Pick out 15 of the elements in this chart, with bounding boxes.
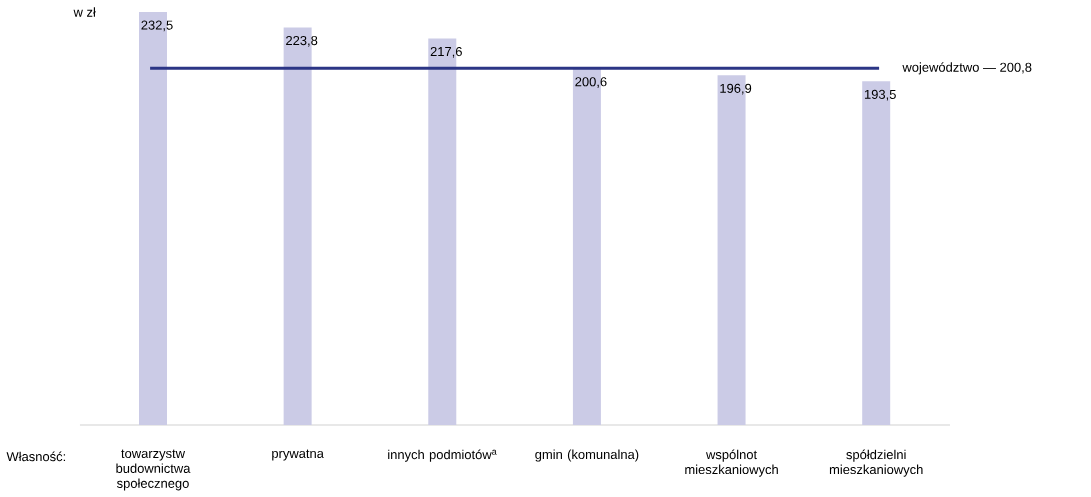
data-label: 196,9 <box>720 83 752 95</box>
x-tick-label: prywatna <box>272 449 324 461</box>
x-axis-title: Własność: <box>6 451 66 462</box>
x-tick-label: innych podmiotów$^{a}$ <box>388 449 497 462</box>
data-label: 217,6 <box>430 46 462 58</box>
x-tick-label: wspólnot mieszkaniowych <box>685 449 778 477</box>
x-tick-label: gmin (komunalna) <box>535 449 639 462</box>
data-label: 193,5 <box>864 89 896 101</box>
data-label: 200,6 <box>575 77 607 88</box>
x-tick-label: spółdzielni mieszkaniowych <box>829 449 923 477</box>
ref-line-label: województwo — 200,8 <box>902 62 1032 75</box>
y-axis-title: w zł <box>73 7 96 17</box>
x-tick-label: towarzystw budownictwa społecznego <box>116 449 191 491</box>
data-label: 223,8 <box>286 35 318 47</box>
data-label: 232,5 <box>141 20 173 32</box>
